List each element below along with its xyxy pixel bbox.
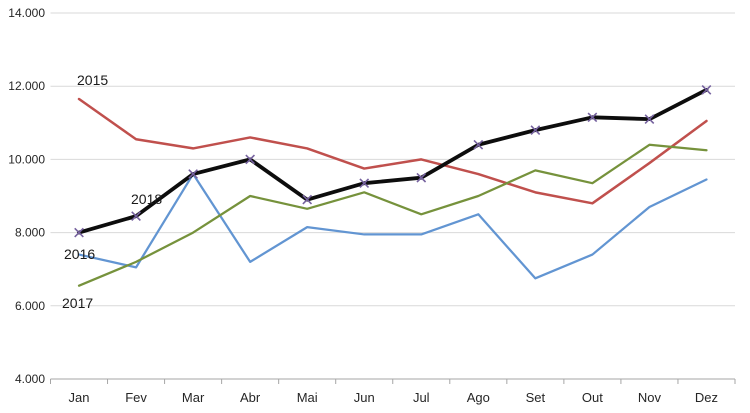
series-label-2016: 2016: [64, 246, 95, 262]
y-axis-tick-label: 14.000: [8, 6, 45, 20]
x-axis-category-label: Mar: [182, 390, 205, 405]
x-marker-icon: [587, 112, 598, 123]
y-axis-tick-label: 12.000: [8, 79, 45, 93]
x-axis-category-label: Ago: [467, 390, 490, 405]
x-axis-category-label: Abr: [240, 390, 261, 405]
x-axis-category-label: Set: [526, 390, 546, 405]
x-axis-category-label: Jul: [413, 390, 430, 405]
x-marker-icon: [359, 178, 370, 189]
x-marker-icon: [131, 211, 141, 221]
x-axis-category-label: Nov: [638, 390, 662, 405]
y-axis-tick-label: 10.000: [8, 152, 45, 166]
x-axis-category-label: Mai: [297, 390, 318, 405]
y-axis-tick-label: 6.000: [15, 299, 45, 313]
x-marker-icon: [644, 114, 655, 125]
x-marker-icon: [701, 84, 712, 95]
y-axis-tick-label: 8.000: [15, 226, 45, 240]
series-line-2016: [77, 172, 708, 280]
x-marker-icon: [530, 125, 541, 135]
y-axis-tick-label: 4.000: [15, 372, 45, 386]
x-axis-category-label: Fev: [125, 390, 147, 405]
series-line-2015: [77, 97, 708, 205]
series-label-2015: 2015: [77, 72, 108, 88]
x-marker-icon: [302, 194, 313, 205]
x-marker-icon: [74, 227, 84, 238]
x-marker-icon: [245, 154, 256, 165]
x-marker-icon: [188, 169, 198, 179]
series-label-2018: 2018: [131, 191, 162, 207]
x-marker-icon: [416, 172, 427, 183]
series-label-2017: 2017: [62, 295, 93, 311]
x-axis-category-label: Out: [582, 390, 603, 405]
x-axis-category-label: Dez: [695, 390, 718, 405]
series-line-2018: [77, 87, 709, 235]
x-axis-category-label: Jan: [69, 390, 90, 405]
x-axis-category-label: Jun: [354, 390, 375, 405]
x-marker-icon: [473, 139, 484, 150]
series-line-2017: [77, 143, 708, 287]
